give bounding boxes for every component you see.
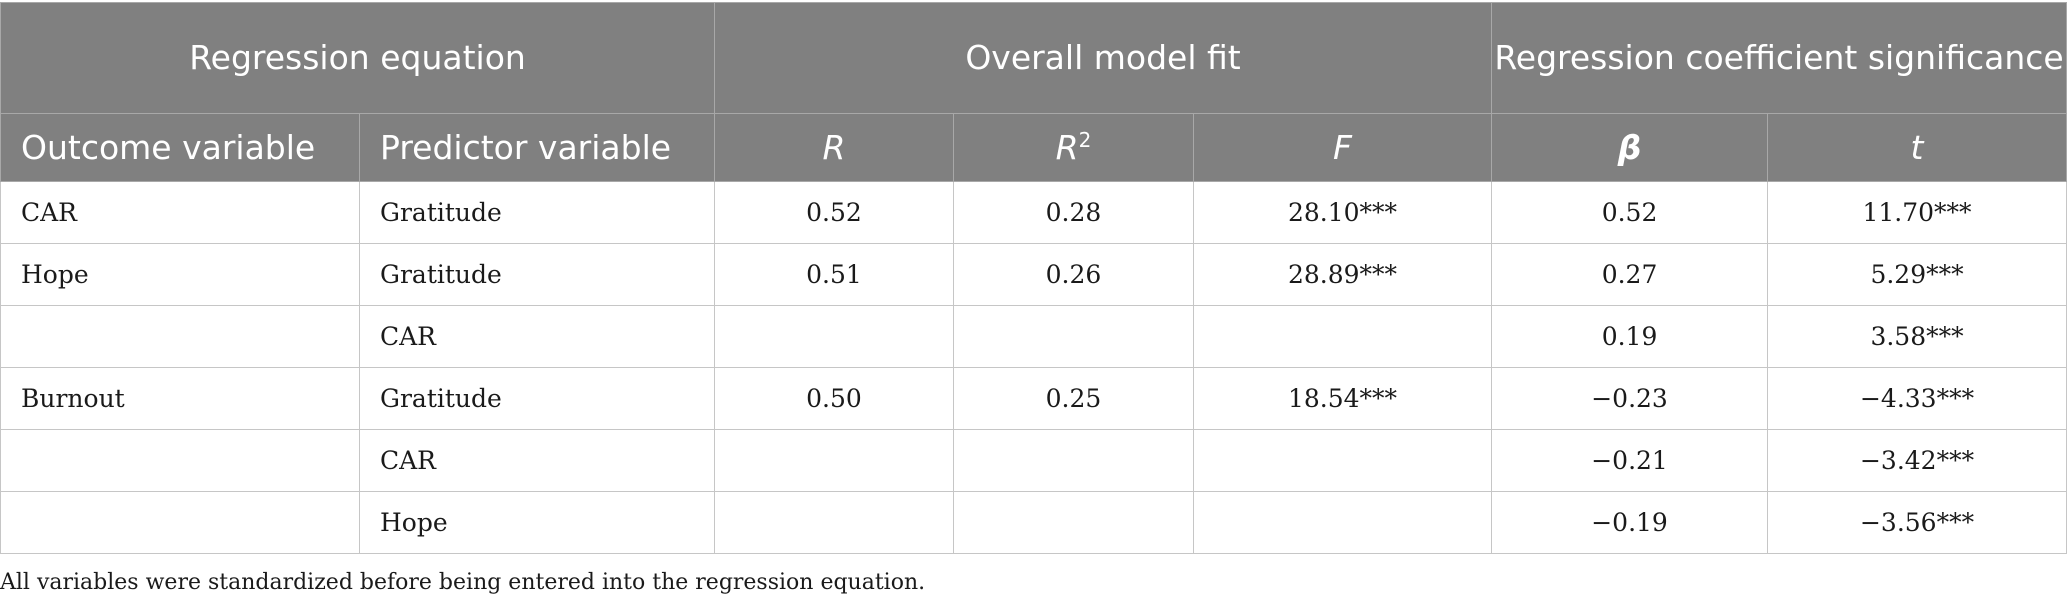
table-footnote: All variables were standardized before b… xyxy=(0,570,926,595)
cell-r-squared xyxy=(953,429,1194,492)
column-header-t: t xyxy=(1767,113,2068,182)
cell-f xyxy=(1192,429,1493,492)
cell-r: 0.52 xyxy=(714,181,954,244)
table-row: CAR 0.19 3.58*** xyxy=(0,305,2068,368)
cell-r xyxy=(714,491,954,554)
r-squared-base: R xyxy=(1055,127,1079,167)
table-row: Hope −0.19 −3.56*** xyxy=(0,491,2068,554)
cell-r-squared: 0.26 xyxy=(953,243,1194,306)
cell-beta: 0.52 xyxy=(1491,181,1769,244)
cell-t: −3.42*** xyxy=(1767,429,2068,492)
group-header-row: Regression equation Overall model fit Re… xyxy=(0,2,2068,114)
cell-beta: 0.27 xyxy=(1491,243,1769,306)
cell-outcome xyxy=(0,491,360,554)
cell-outcome: Hope xyxy=(0,243,360,306)
cell-predictor: Hope xyxy=(359,491,715,554)
group-header-overall-model-fit: Overall model fit xyxy=(713,2,1493,114)
cell-beta: −0.23 xyxy=(1491,367,1769,430)
cell-r xyxy=(714,305,954,368)
cell-f xyxy=(1192,491,1493,554)
cell-f: 18.54*** xyxy=(1192,367,1493,430)
cell-t: 11.70*** xyxy=(1767,181,2068,244)
regression-table: Regression equation Overall model fit Re… xyxy=(0,2,2068,554)
cell-r-squared: 0.28 xyxy=(953,181,1194,244)
cell-t: −3.56*** xyxy=(1767,491,2068,554)
cell-beta: 0.19 xyxy=(1491,305,1769,368)
column-header-predictor: Predictor variable xyxy=(359,113,715,182)
table-row: CAR −0.21 −3.42*** xyxy=(0,429,2068,492)
cell-beta: −0.19 xyxy=(1491,491,1769,554)
cell-r xyxy=(714,429,954,492)
cell-r: 0.51 xyxy=(714,243,954,306)
cell-predictor: CAR xyxy=(359,305,715,368)
table-row: Hope Gratitude 0.51 0.26 28.89*** 0.27 5… xyxy=(0,243,2068,306)
cell-t: 5.29*** xyxy=(1767,243,2068,306)
table-row: CAR Gratitude 0.52 0.28 28.10*** 0.52 11… xyxy=(0,181,2068,244)
table-row: Burnout Gratitude 0.50 0.25 18.54*** −0.… xyxy=(0,367,2068,430)
cell-r: 0.50 xyxy=(714,367,954,430)
cell-f xyxy=(1192,305,1493,368)
cell-f: 28.10*** xyxy=(1192,181,1493,244)
cell-r-squared xyxy=(953,491,1194,554)
cell-outcome: Burnout xyxy=(0,367,360,430)
cell-predictor: Gratitude xyxy=(359,243,715,306)
column-header-outcome: Outcome variable xyxy=(0,113,360,182)
cell-r-squared xyxy=(953,305,1194,368)
cell-t: 3.58*** xyxy=(1767,305,2068,368)
cell-outcome xyxy=(0,305,360,368)
cell-outcome: CAR xyxy=(0,181,360,244)
column-header-row: Outcome variable Predictor variable R R2… xyxy=(0,113,2068,182)
cell-predictor: Gratitude xyxy=(359,181,715,244)
column-header-r: R xyxy=(714,113,954,182)
group-header-regression-equation: Regression equation xyxy=(0,2,715,114)
cell-f: 28.89*** xyxy=(1192,243,1493,306)
cell-r-squared: 0.25 xyxy=(953,367,1194,430)
cell-predictor: CAR xyxy=(359,429,715,492)
cell-outcome xyxy=(0,429,360,492)
r-squared-superscript: 2 xyxy=(1078,127,1092,152)
group-header-coefficient-significance: Regression coefficient significance xyxy=(1491,2,2068,114)
column-header-beta: β xyxy=(1491,113,1769,182)
cell-beta: −0.21 xyxy=(1491,429,1769,492)
cell-predictor: Gratitude xyxy=(359,367,715,430)
cell-t: −4.33*** xyxy=(1767,367,2068,430)
column-header-f: F xyxy=(1192,113,1493,182)
column-header-r-squared: R2 xyxy=(953,113,1194,182)
